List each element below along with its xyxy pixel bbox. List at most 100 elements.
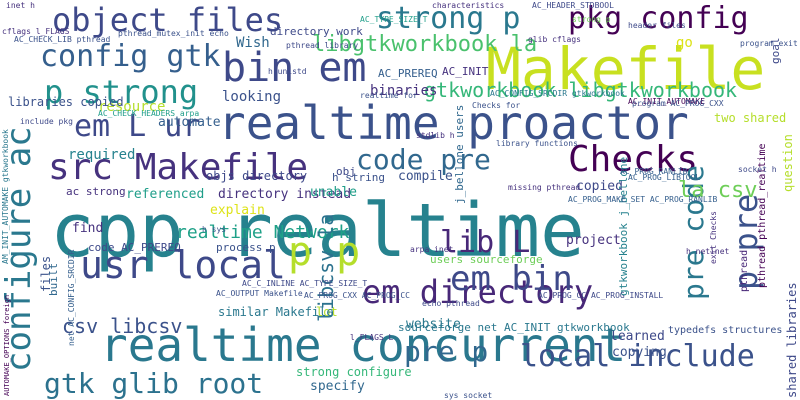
- word: ac strong: [66, 185, 126, 198]
- word: socket h: [738, 165, 777, 174]
- word: specify: [310, 379, 365, 394]
- word: AC_OUTPUT Makefile: [216, 289, 303, 298]
- word: AC_PROG_LIBTOOL: [628, 173, 701, 182]
- word: directory instead: [218, 187, 352, 202]
- word: p p: [288, 229, 361, 275]
- word: resource: [98, 99, 166, 115]
- word: unable: [310, 185, 357, 200]
- word: project: [566, 233, 621, 248]
- word: looking: [222, 89, 282, 105]
- word: h sys: [202, 225, 227, 234]
- word: Checks for: [472, 101, 521, 110]
- word: Wish: [236, 35, 270, 51]
- word: Checks: [568, 139, 699, 180]
- word: sys socket: [444, 391, 493, 400]
- word: glib cflags: [528, 35, 581, 44]
- word: Makefile: [486, 35, 766, 103]
- word: l_FLAGS L: [350, 333, 394, 342]
- word: header files: [628, 21, 686, 30]
- word: realtime Network: [176, 222, 350, 243]
- word: referenced: [126, 187, 205, 202]
- word: gtkworkbook libgtkworkbook: [424, 78, 738, 102]
- word: la csv: [678, 178, 758, 203]
- word: echo pthread: [422, 299, 480, 308]
- word: strong configure: [296, 365, 412, 379]
- word: arpa inet: [410, 245, 454, 254]
- word: strong p: [376, 1, 521, 36]
- word: p strong: [44, 73, 199, 111]
- word: realtime proactor: [218, 96, 689, 150]
- word: code AC_PREREQ: [88, 241, 181, 254]
- word: code pre: [356, 143, 491, 176]
- word: go: [676, 35, 693, 51]
- word: copied: [576, 179, 623, 194]
- word: AC_TYPE_SIZE_T: [360, 15, 428, 24]
- word: usr local: [80, 243, 286, 287]
- word: AC_INIT_AUTOMAKE: [628, 97, 706, 106]
- word: h unistd: [268, 67, 307, 76]
- word: learned: [610, 329, 665, 344]
- word: stdlib h: [416, 131, 455, 140]
- word: h netinet: [686, 247, 730, 256]
- word: cflags l_FLAGS: [2, 27, 70, 36]
- word: lib L: [440, 225, 531, 260]
- word: process p: [216, 241, 276, 254]
- word: characteristics: [432, 1, 505, 10]
- word: em L ur: [74, 109, 201, 144]
- word: AC_PROG_CXX AC_PROG_CC: [304, 291, 410, 300]
- word: local include: [520, 339, 755, 374]
- word: find: [72, 221, 104, 236]
- word: missing pthread: [508, 183, 581, 192]
- word: binaries: [370, 83, 438, 99]
- word: realtime concurrent: [100, 318, 627, 372]
- word: AM_INIT_AUTOMAKE gtkworkbook: [1, 129, 10, 264]
- word: required: [68, 147, 136, 163]
- word: bin em: [222, 45, 367, 91]
- word: pre p: [404, 335, 489, 368]
- word: AC_CONFIG_SRCDIR gtkworkbook: [490, 89, 625, 98]
- word: src Makefile: [48, 147, 309, 188]
- word: h string: [332, 171, 385, 184]
- word: libgtkworkbook la: [312, 32, 538, 57]
- word: pkg config: [568, 1, 749, 36]
- word: AUTOMAKE_OPTIONS foreign: [3, 294, 11, 396]
- word: similar Makefile: [218, 305, 334, 319]
- word: AC_PROG_RANLIB: [620, 167, 688, 176]
- word: copying: [612, 345, 667, 360]
- word: AC_C_INLINE AC_TYPE_SIZE_T: [242, 279, 368, 288]
- word: gtk glib root: [44, 367, 264, 400]
- word: AC_PROG_CC AC_PROG_INSTALL: [538, 291, 664, 300]
- word: question: [781, 134, 795, 192]
- word: program AC_PROG_CXX: [632, 99, 724, 108]
- word: compile: [398, 169, 453, 184]
- word: library functions: [496, 139, 578, 148]
- word: directory work: [270, 25, 363, 38]
- word: AC_CHECK_LIB pthread: [14, 35, 111, 44]
- word: explain: [210, 203, 265, 218]
- word: program exit: [740, 39, 798, 48]
- word: AC_PROG_MAKE_SET AC_PROG_RANLIB: [568, 195, 718, 204]
- word: inet h: [6, 1, 35, 10]
- word: automate: [158, 115, 221, 130]
- word: AC_CHECK_HEADERS arpa: [98, 109, 200, 118]
- word: pthread_mutex_init echo: [118, 29, 229, 38]
- word: config gtk: [40, 39, 221, 74]
- word: sourceforge net AC_INIT gtkworkbook: [398, 321, 630, 334]
- word: typedefs structures: [668, 325, 783, 336]
- word: built: [47, 262, 60, 296]
- word: pthread: [739, 249, 750, 292]
- word: csv libcsv: [62, 314, 183, 338]
- word: AC_INIT: [442, 65, 489, 78]
- word: cpp realtime: [50, 188, 585, 274]
- word: obj: [336, 165, 356, 178]
- word: pthread library: [286, 41, 359, 50]
- word: website: [406, 317, 461, 332]
- word: users sourceforge: [430, 253, 543, 266]
- word: exit Checks: [709, 211, 718, 264]
- word: two shared: [714, 111, 787, 125]
- word: em bin: [450, 259, 573, 299]
- word: net AC_CONFIG_SRCDIR: [67, 249, 76, 346]
- word: AC_HEADER_STDBOOL: [532, 1, 614, 10]
- word: libraries copied: [8, 95, 124, 109]
- word: realtime for: [360, 91, 418, 100]
